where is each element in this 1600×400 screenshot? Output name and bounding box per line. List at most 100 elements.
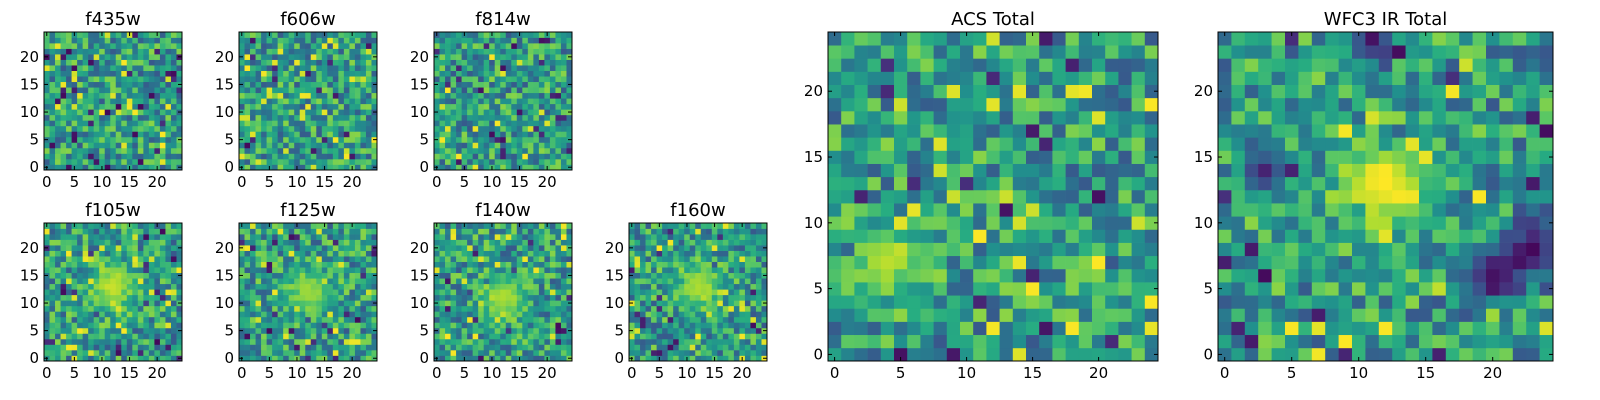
heatmap-cell (288, 355, 295, 362)
heatmap-cell (244, 92, 251, 99)
heatmap-cell (1026, 216, 1040, 230)
heatmap-cell (560, 48, 567, 55)
heatmap-cell (505, 59, 512, 66)
heatmap-cell (516, 283, 523, 290)
heatmap-cell (560, 125, 567, 132)
heatmap-cell (321, 76, 328, 83)
heatmap-cell (44, 153, 50, 160)
heatmap-cell (66, 98, 72, 105)
heatmap-cell (461, 147, 468, 154)
heatmap-cell (494, 164, 501, 171)
heatmap-cell (494, 76, 501, 83)
heatmap-cell (706, 300, 713, 307)
heatmap-cell (71, 349, 78, 356)
heatmap-cell (445, 65, 451, 71)
heatmap-cell (472, 245, 479, 251)
heatmap-cell (266, 109, 273, 116)
heatmap-cell (110, 322, 117, 329)
heatmap-cell (450, 59, 457, 66)
heatmap-cell (472, 311, 479, 318)
heatmap-cell (82, 289, 89, 296)
heatmap-cell (288, 32, 295, 38)
heatmap-cell (121, 272, 128, 279)
heatmap-cell (629, 322, 635, 329)
heatmap-cell (461, 278, 468, 285)
heatmap-cell (744, 256, 751, 262)
heatmap-cell (44, 322, 50, 329)
heatmap-cell (255, 316, 262, 323)
heatmap-cell (640, 311, 646, 318)
heatmap-cell (750, 355, 757, 362)
heatmap-cell (894, 282, 908, 296)
heatmap-cell (77, 250, 83, 257)
heatmap-cell (371, 147, 378, 154)
heatmap-cell (689, 239, 696, 246)
heatmap-cell (310, 37, 317, 44)
heatmap-cell (266, 103, 273, 110)
heatmap-cell (288, 261, 295, 268)
heatmap-cell (121, 158, 128, 165)
heatmap-cell (678, 311, 685, 318)
heatmap-cell (555, 37, 562, 44)
heatmap-cell (445, 76, 451, 83)
heatmap-cell (371, 256, 378, 262)
heatmap-cell (489, 98, 496, 105)
heatmap-cell (170, 54, 177, 60)
heatmap-cell (689, 305, 696, 312)
heatmap-cell (170, 37, 177, 44)
heatmap-cell (121, 70, 128, 77)
heatmap-cell (332, 322, 339, 329)
heatmap-cell (494, 125, 501, 132)
heatmap-cell (1144, 176, 1159, 191)
heatmap-cell (283, 120, 290, 127)
heatmap-cell (66, 48, 72, 55)
heatmap-cell (93, 261, 100, 268)
heatmap-cell (439, 256, 446, 262)
heatmap-cell (244, 109, 251, 116)
heatmap-cell (522, 327, 529, 334)
heatmap-cell (332, 234, 339, 240)
heatmap-cell (711, 316, 718, 323)
heatmap-cell (250, 228, 256, 235)
heatmap-cell (66, 43, 72, 49)
heatmap-cell (538, 120, 545, 127)
heatmap-cell (305, 272, 312, 279)
heatmap-cell (461, 120, 468, 127)
heatmap-cell (99, 322, 106, 329)
heatmap-cell (170, 142, 177, 149)
heatmap-cell (60, 76, 67, 83)
heatmap-cell (483, 300, 490, 307)
heatmap-cell (343, 239, 350, 246)
heatmap-cell (684, 245, 691, 251)
heatmap-cell (434, 239, 440, 246)
heatmap-cell (126, 142, 133, 149)
heatmap-cell (478, 114, 485, 121)
heatmap-cell (88, 92, 95, 99)
heatmap-cell (266, 153, 273, 160)
heatmap-cell (456, 267, 462, 274)
heatmap-cell (999, 176, 1014, 191)
heatmap-cell (640, 300, 646, 307)
heatmap-cell (733, 327, 740, 334)
heatmap-cell (434, 322, 440, 329)
heatmap-cell (645, 234, 652, 240)
heatmap-cell (71, 294, 78, 301)
heatmap-cell (148, 43, 155, 49)
heatmap-cell (244, 311, 251, 318)
heatmap-cell (711, 344, 718, 351)
heatmap-cell (310, 70, 317, 77)
heatmap-cell (277, 327, 284, 334)
heatmap-cell (667, 278, 674, 285)
heatmap-cell (154, 338, 161, 345)
heatmap-cell (305, 70, 312, 77)
heatmap-cell (566, 59, 573, 66)
heatmap-cell (700, 223, 707, 229)
heatmap-cell (566, 125, 573, 132)
heatmap-cell (327, 333, 334, 340)
heatmap-cell (316, 250, 323, 257)
heatmap-cell (165, 311, 172, 318)
heatmap-cell (55, 131, 61, 138)
heatmap-cell (365, 120, 372, 127)
heatmap-cell (132, 158, 139, 165)
